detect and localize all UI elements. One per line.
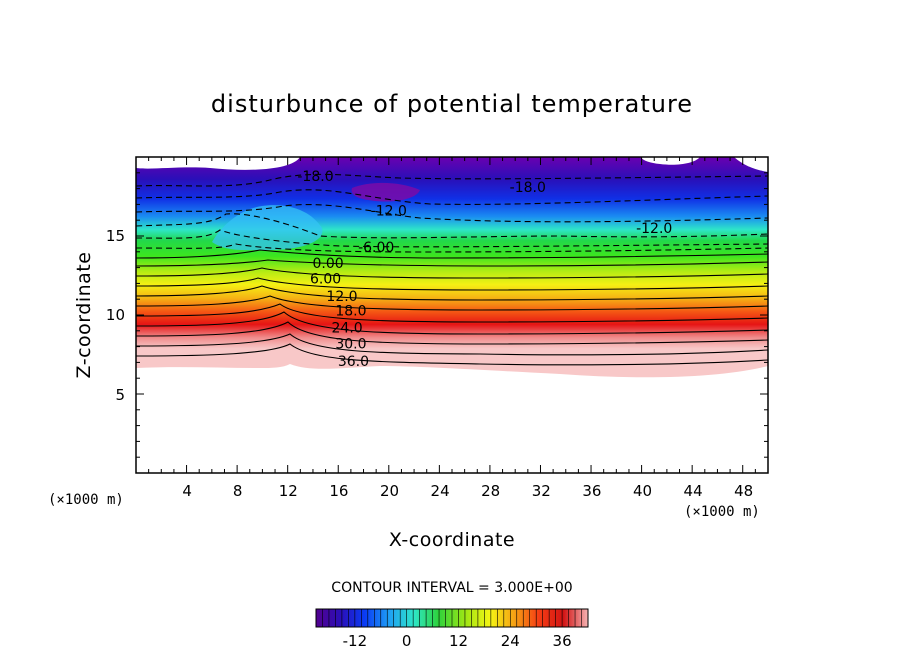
contour-label: 18.0 xyxy=(335,303,366,319)
x-tick-label: 44 xyxy=(684,482,703,500)
y-tick-label: 5 xyxy=(115,386,125,404)
y-axis-title: Z-coordinate xyxy=(73,252,95,379)
axis-ticks xyxy=(136,157,768,473)
x-tick-label: 48 xyxy=(734,482,753,500)
chart-title: disturbunce of potential temperature xyxy=(211,90,693,118)
contour-line xyxy=(136,203,768,223)
y-tick-label: 15 xyxy=(106,227,125,245)
contour-labels: -18.0 -18.0 -12.0 -12.0 -6.00 0.00 6.00 … xyxy=(297,169,672,370)
contour-label: 36.0 xyxy=(338,354,369,370)
x-tick-label: 8 xyxy=(233,482,243,500)
contour-line xyxy=(136,295,768,311)
contour-line xyxy=(136,277,768,291)
x-tick-label: 36 xyxy=(582,482,601,500)
colorbar-tick-label: 0 xyxy=(402,632,412,650)
x-unit-label-right: (×1000 m) xyxy=(684,504,760,520)
contour-line xyxy=(136,229,768,248)
x-unit-label-left: (×1000 m) xyxy=(48,492,124,508)
x-tick-label: 16 xyxy=(329,482,348,500)
x-tick-label: 32 xyxy=(532,482,551,500)
contour-label: 30.0 xyxy=(335,336,366,352)
contour-line xyxy=(136,311,768,335)
x-tick-label: 12 xyxy=(279,482,298,500)
dashed-contours xyxy=(136,173,768,253)
x-tick-labels: 4 8 12 16 20 24 28 32 36 40 44 48 xyxy=(182,482,753,500)
filled-contour-field xyxy=(136,157,768,378)
y-tick-labels: 5 10 15 xyxy=(106,227,125,404)
colorbar-tick-label: -12 xyxy=(343,632,368,650)
colorbar-tick-label: 12 xyxy=(449,632,468,650)
cold-anomaly-region xyxy=(212,205,323,251)
top-blank-patch-left xyxy=(136,157,300,170)
x-tick-label: 40 xyxy=(633,482,652,500)
solid-contours xyxy=(136,249,768,366)
contour-line xyxy=(136,303,768,323)
x-tick-label: 24 xyxy=(431,482,450,500)
contour-line xyxy=(136,213,768,239)
contour-label: 12.0 xyxy=(326,289,357,305)
colorbar-tick-label: 36 xyxy=(553,632,572,650)
contour-label: -12.0 xyxy=(371,204,407,220)
y-tick-label: 10 xyxy=(106,306,125,324)
contour-label: 24.0 xyxy=(332,321,363,337)
x-tick-label: 20 xyxy=(380,482,399,500)
contour-line xyxy=(136,173,768,187)
contour-line xyxy=(136,267,768,279)
colorbar-tick-labels: -12 0 12 24 36 xyxy=(343,632,572,650)
x-tick-label: 4 xyxy=(182,482,192,500)
contour-line xyxy=(136,285,768,301)
contour-label: 6.00 xyxy=(310,272,341,288)
colorbar-frame xyxy=(315,608,589,628)
contour-line xyxy=(136,189,768,205)
contour-line xyxy=(136,333,768,356)
contour-label: -18.0 xyxy=(510,180,546,196)
colorbar-divisions xyxy=(322,609,582,627)
contour-label: -6.00 xyxy=(358,240,394,256)
contour-line xyxy=(136,343,768,366)
contour-line xyxy=(136,321,768,345)
contour-interval-text: CONTOUR INTERVAL = 3.000E+00 xyxy=(331,580,572,596)
contour-label: -18.0 xyxy=(297,169,333,185)
top-blank-patch-right xyxy=(640,157,700,165)
contour-label: -12.0 xyxy=(636,221,672,237)
cold-core-pocket xyxy=(351,182,420,202)
contour-line xyxy=(136,249,768,259)
contour-line xyxy=(136,259,768,267)
x-tick-label: 28 xyxy=(481,482,500,500)
colorbar: -12 0 12 24 36 xyxy=(315,608,589,650)
colorbar-tick-label: 24 xyxy=(501,632,520,650)
contour-label: 0.00 xyxy=(313,256,344,272)
contour-line xyxy=(136,243,768,253)
x-axis-title: X-coordinate xyxy=(389,529,515,551)
